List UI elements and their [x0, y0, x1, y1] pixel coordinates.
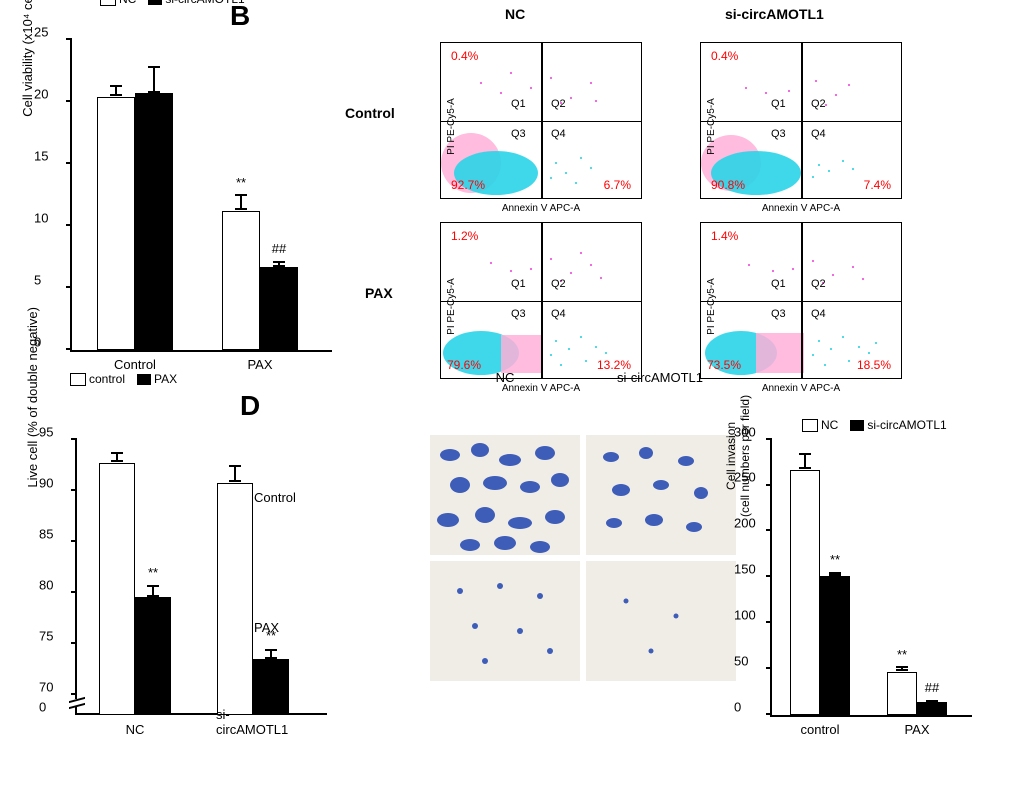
fc-plot-control-si: Q1Q2 Q3Q4 0.4% 90.8% 7.4% PI PE-Cy5-A An… [700, 42, 902, 199]
fc-plot-pax-si: Q1Q2 Q3Q4 1.4% 73.5% 18.5% PI PE-Cy5-A A… [700, 222, 902, 379]
bar-d-pax-nc [887, 672, 917, 715]
chart-D: NC si-circAMOTL1 Cell invasion(cell numb… [770, 440, 972, 717]
panel-C-legend: control PAX [70, 372, 177, 386]
chart-A: Cell viability (x10⁴ cell/well) 0 5 10 1… [70, 40, 332, 352]
panel-B-label: B [230, 0, 250, 32]
bar-pax-si [260, 267, 298, 350]
panel-D-label: D [240, 390, 260, 422]
bar-d-control-si [820, 576, 850, 715]
micro-pax-si [586, 561, 736, 681]
bar-nc-pax [135, 597, 171, 715]
bar-control-si [135, 93, 173, 350]
micro-control-si [586, 435, 736, 555]
panel-A: A NC si-circAMOTL1 Cell viability (x10⁴ … [10, 10, 330, 390]
fc-grid: Q1Q2 Q3Q4 0.4% 92.7% 6.7% PI PE-Cy5-A An… [440, 42, 1020, 397]
bar-pax-nc [222, 211, 260, 350]
chart-A-ylabel: Cell viability (x10⁴ cell/well) [20, 0, 35, 117]
panel-A-legend: NC si-circAMOTL1 [100, 0, 245, 6]
fc-plot-control-nc: Q1Q2 Q3Q4 0.4% 92.7% 6.7% PI PE-Cy5-A An… [440, 42, 642, 199]
micro-pax-nc [430, 561, 580, 681]
bar-d-control-nc [790, 470, 820, 715]
micro-control-nc [430, 435, 580, 555]
panel-B: B NC si-circAMOTL1 Control PAX Q1Q2 Q3Q4… [330, 10, 1020, 390]
bar-d-pax-si [917, 702, 947, 715]
figure-root: A NC si-circAMOTL1 Cell viability (x10⁴ … [10, 10, 1010, 770]
bar-si-control [217, 483, 253, 715]
legend-item-nc: NC [100, 0, 136, 6]
bar-nc-control [99, 463, 135, 715]
bar-control-nc [97, 97, 135, 350]
chart-C: Live cell (% of double negative) 0 70 75… [75, 440, 327, 715]
fc-plot-pax-nc: Q1Q2 Q3Q4 1.2% 79.6% 13.2% PI PE-Cy5-A A… [440, 222, 642, 379]
panel-D: D NC si-circAMOTL1 Control PAX [330, 390, 1020, 770]
panel-C: C control PAX Live cell (% of double neg… [10, 390, 330, 770]
